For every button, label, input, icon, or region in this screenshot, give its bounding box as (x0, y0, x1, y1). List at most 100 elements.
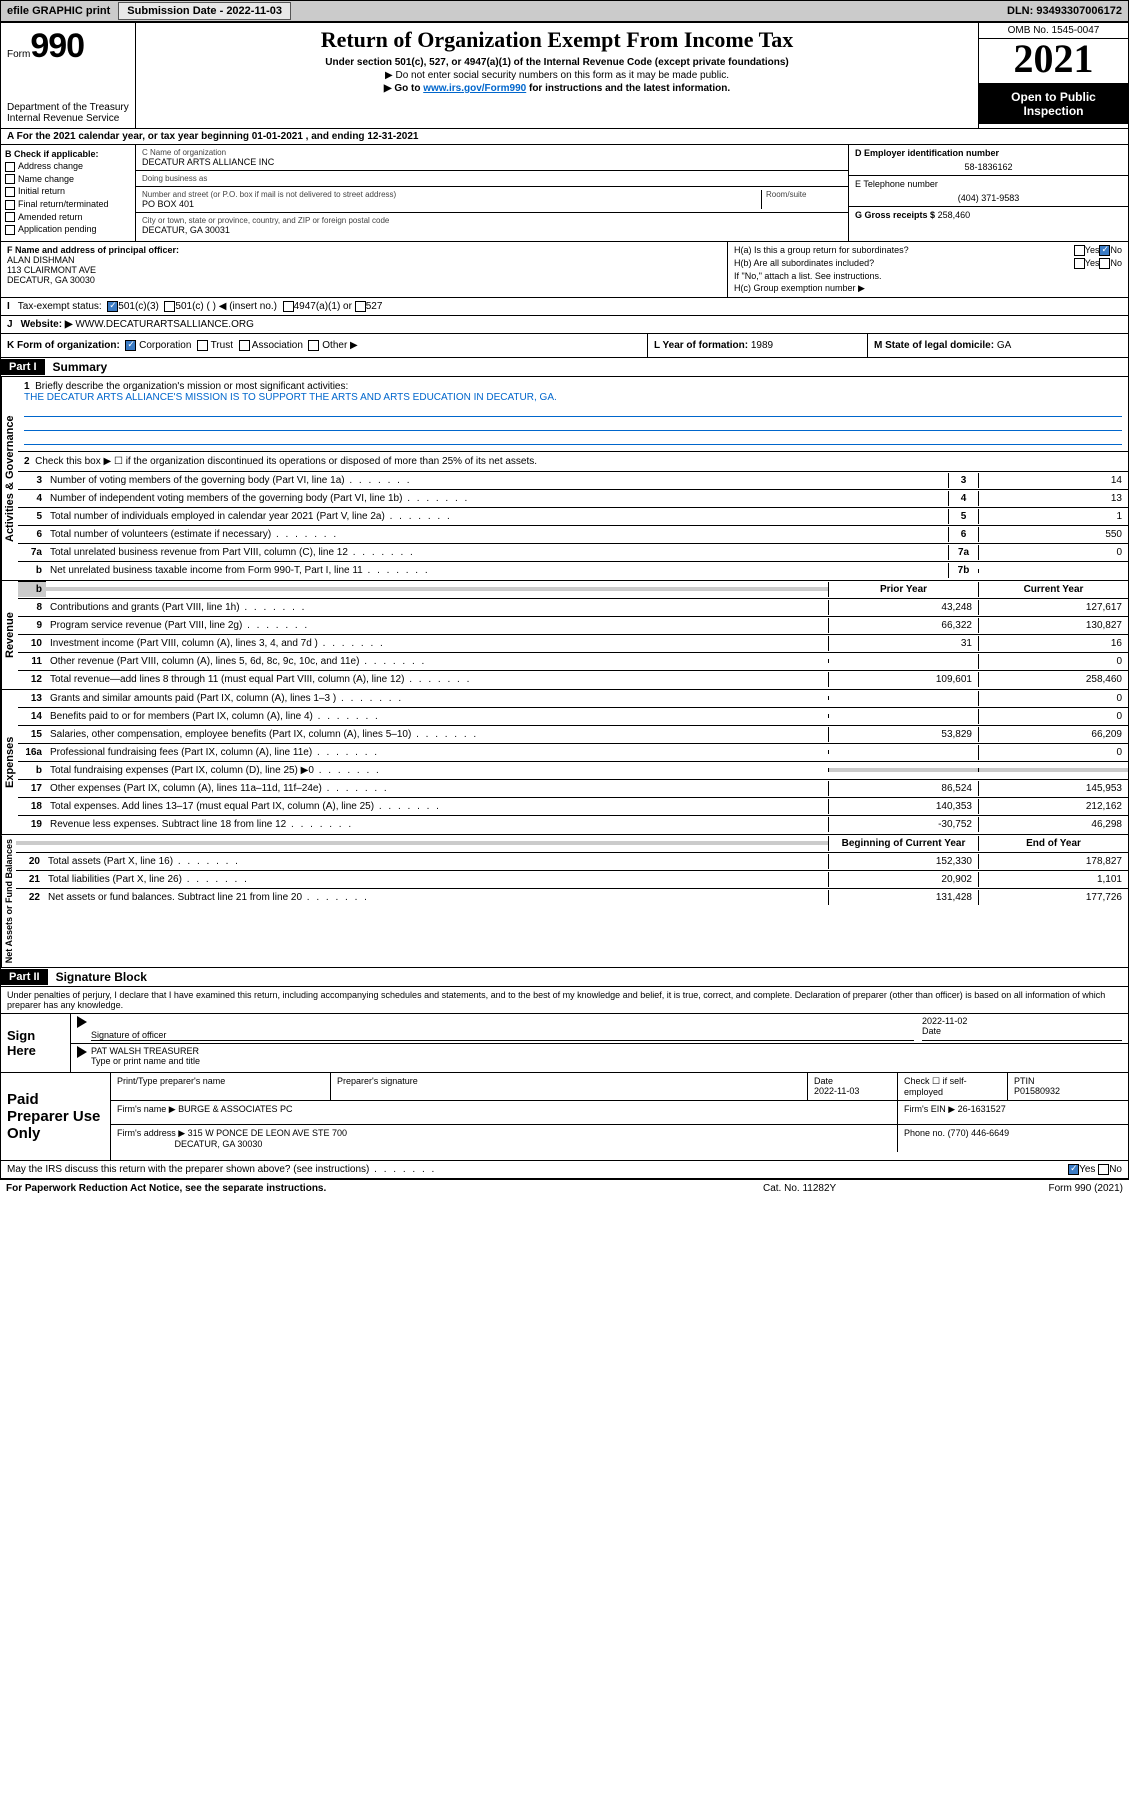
officer-addr1: 113 CLAIRMONT AVE (7, 265, 721, 275)
table-row: 9Program service revenue (Part VIII, lin… (18, 617, 1128, 635)
chk-name-change[interactable]: Name change (5, 174, 131, 185)
prep-date: 2022-11-03 (814, 1086, 859, 1096)
instr2-pre: ▶ Go to (384, 83, 423, 94)
may-irs-label: May the IRS discuss this return with the… (7, 1164, 1068, 1175)
ha-label: H(a) Is this a group return for subordin… (734, 245, 1074, 256)
chk-application-pending[interactable]: Application pending (5, 224, 131, 235)
vlabel-expenses: Expenses (1, 690, 18, 834)
chk-assoc[interactable] (239, 340, 250, 351)
hb-yes[interactable] (1074, 258, 1085, 269)
prep-row-1: Print/Type preparer's name Preparer's si… (111, 1073, 1128, 1101)
chk-other[interactable] (308, 340, 319, 351)
firm-name: BURGE & ASSOCIATES PC (178, 1104, 292, 1114)
irs-link[interactable]: www.irs.gov/Form990 (423, 83, 526, 94)
gross-label: G Gross receipts $ (855, 210, 935, 220)
sign-here-label: Sign Here (1, 1014, 71, 1072)
form-header: Form990 Department of the Treasury Inter… (1, 23, 1128, 129)
table-row: 8Contributions and grants (Part VIII, li… (18, 599, 1128, 617)
table-row: 14Benefits paid to or for members (Part … (18, 708, 1128, 726)
officer-addr2: DECATUR, GA 30030 (7, 275, 721, 285)
row-a-period: A For the 2021 calendar year, or tax yea… (1, 129, 1128, 145)
dept-label: Department of the Treasury Internal Reve… (7, 102, 129, 124)
row-j: J Website: ▶ WWW.DECATURARTSALLIANCE.ORG (1, 316, 1128, 334)
vlabel-revenue: Revenue (1, 581, 18, 689)
chk-4947[interactable] (283, 301, 294, 312)
ha-yes[interactable] (1074, 245, 1085, 256)
part1-title: Summary (45, 358, 116, 376)
chk-corp[interactable] (125, 340, 136, 351)
firm-addr2: DECATUR, GA 30030 (175, 1139, 263, 1149)
paid-preparer-label: Paid Preparer Use Only (1, 1073, 111, 1160)
ein-value: 58-1836162 (855, 162, 1122, 172)
paperwork-notice: For Paperwork Reduction Act Notice, see … (6, 1183, 763, 1194)
table-row: 3Number of voting members of the governi… (18, 472, 1128, 490)
tel-value: (404) 371-9583 (855, 193, 1122, 203)
org-name: DECATUR ARTS ALLIANCE INC (142, 157, 842, 167)
table-row: 12Total revenue—add lines 8 through 11 (… (18, 671, 1128, 689)
dln-label: DLN: 93493307006172 (1001, 5, 1128, 17)
officer-name: ALAN DISHMAN (7, 255, 721, 265)
table-row: 17Other expenses (Part IX, column (A), l… (18, 780, 1128, 798)
room-label: Room/suite (766, 190, 842, 199)
sign-arrow-icon (77, 1016, 87, 1028)
city-value: DECATUR, GA 30031 (142, 225, 842, 235)
submission-date-button[interactable]: Submission Date - 2022-11-03 (118, 2, 291, 20)
ein-label: D Employer identification number (855, 148, 1122, 158)
cat-no: Cat. No. 11282Y (763, 1183, 943, 1194)
part2-title: Signature Block (48, 968, 155, 986)
j-label: J (7, 319, 13, 330)
website-value: WWW.DECATURARTSALLIANCE.ORG (75, 319, 254, 330)
table-row: 22Net assets or fund balances. Subtract … (16, 889, 1128, 907)
m-label: M State of legal domicile: (874, 340, 994, 351)
table-row: 13Grants and similar amounts paid (Part … (18, 690, 1128, 708)
tel-label: E Telephone number (855, 179, 1122, 189)
table-row: 11Other revenue (Part VIII, column (A), … (18, 653, 1128, 671)
table-row: bNet unrelated business taxable income f… (18, 562, 1128, 580)
l-label: L Year of formation: (654, 340, 748, 351)
part2-hdr: Part II (1, 969, 48, 985)
preparer-block: Paid Preparer Use Only Print/Type prepar… (1, 1073, 1128, 1161)
current-year-hdr: Current Year (978, 582, 1128, 597)
prep-selfemp: Check ☐ if self-employed (898, 1073, 1008, 1100)
may-irs-no[interactable] (1098, 1164, 1109, 1175)
prep-row-2: Firm's name ▶ BURGE & ASSOCIATES PC Firm… (111, 1101, 1128, 1125)
table-row: 21Total liabilities (Part X, line 26)20,… (16, 871, 1128, 889)
table-row: 15Salaries, other compensation, employee… (18, 726, 1128, 744)
instr2-post: for instructions and the latest informat… (526, 83, 730, 94)
ha-no[interactable] (1099, 245, 1110, 256)
hb-no[interactable] (1099, 258, 1110, 269)
end-year-hdr: End of Year (978, 836, 1128, 851)
section-c: C Name of organization DECATUR ARTS ALLI… (136, 145, 848, 241)
table-row: 5Total number of individuals employed in… (18, 508, 1128, 526)
table-row: 18Total expenses. Add lines 13–17 (must … (18, 798, 1128, 816)
chk-527[interactable] (355, 301, 366, 312)
chk-final-return[interactable]: Final return/terminated (5, 199, 131, 210)
chk-501c3[interactable] (107, 301, 118, 312)
m-value: GA (997, 340, 1011, 351)
dba-label: Doing business as (142, 174, 842, 183)
name-title-label: Type or print name and title (91, 1056, 1122, 1066)
sig-date-label: Date (922, 1026, 1122, 1036)
chk-initial-return[interactable]: Initial return (5, 186, 131, 197)
city-label: City or town, state or province, country… (142, 216, 842, 225)
beg-year-hdr: Beginning of Current Year (828, 836, 978, 851)
prior-year-hdr: Prior Year (828, 582, 978, 597)
form-subtitle: Under section 501(c), 527, or 4947(a)(1)… (142, 57, 972, 68)
sign-block: Sign Here Signature of officer 2022-11-0… (1, 1014, 1128, 1073)
f-label: F Name and address of principal officer: (7, 245, 721, 255)
instr-1: ▶ Do not enter social security numbers o… (142, 70, 972, 81)
hb-note: If "No," attach a list. See instructions… (734, 271, 1122, 281)
k-label: K Form of organization: (7, 340, 120, 351)
prep-name-label: Print/Type preparer's name (111, 1073, 331, 1100)
table-row: 19Revenue less expenses. Subtract line 1… (18, 816, 1128, 834)
firm-addr: 315 W PONCE DE LEON AVE STE 700 (188, 1128, 347, 1138)
may-irs-row: May the IRS discuss this return with the… (1, 1161, 1128, 1179)
may-irs-yes[interactable] (1068, 1164, 1079, 1175)
vlabel-net: Net Assets or Fund Balances (1, 835, 16, 967)
chk-address-change[interactable]: Address change (5, 161, 131, 172)
chk-501c[interactable] (164, 301, 175, 312)
chk-trust[interactable] (197, 340, 208, 351)
tax-year: 2021 (979, 39, 1128, 84)
chk-amended-return[interactable]: Amended return (5, 212, 131, 223)
mission-text: THE DECATUR ARTS ALLIANCE'S MISSION IS T… (24, 392, 1122, 403)
